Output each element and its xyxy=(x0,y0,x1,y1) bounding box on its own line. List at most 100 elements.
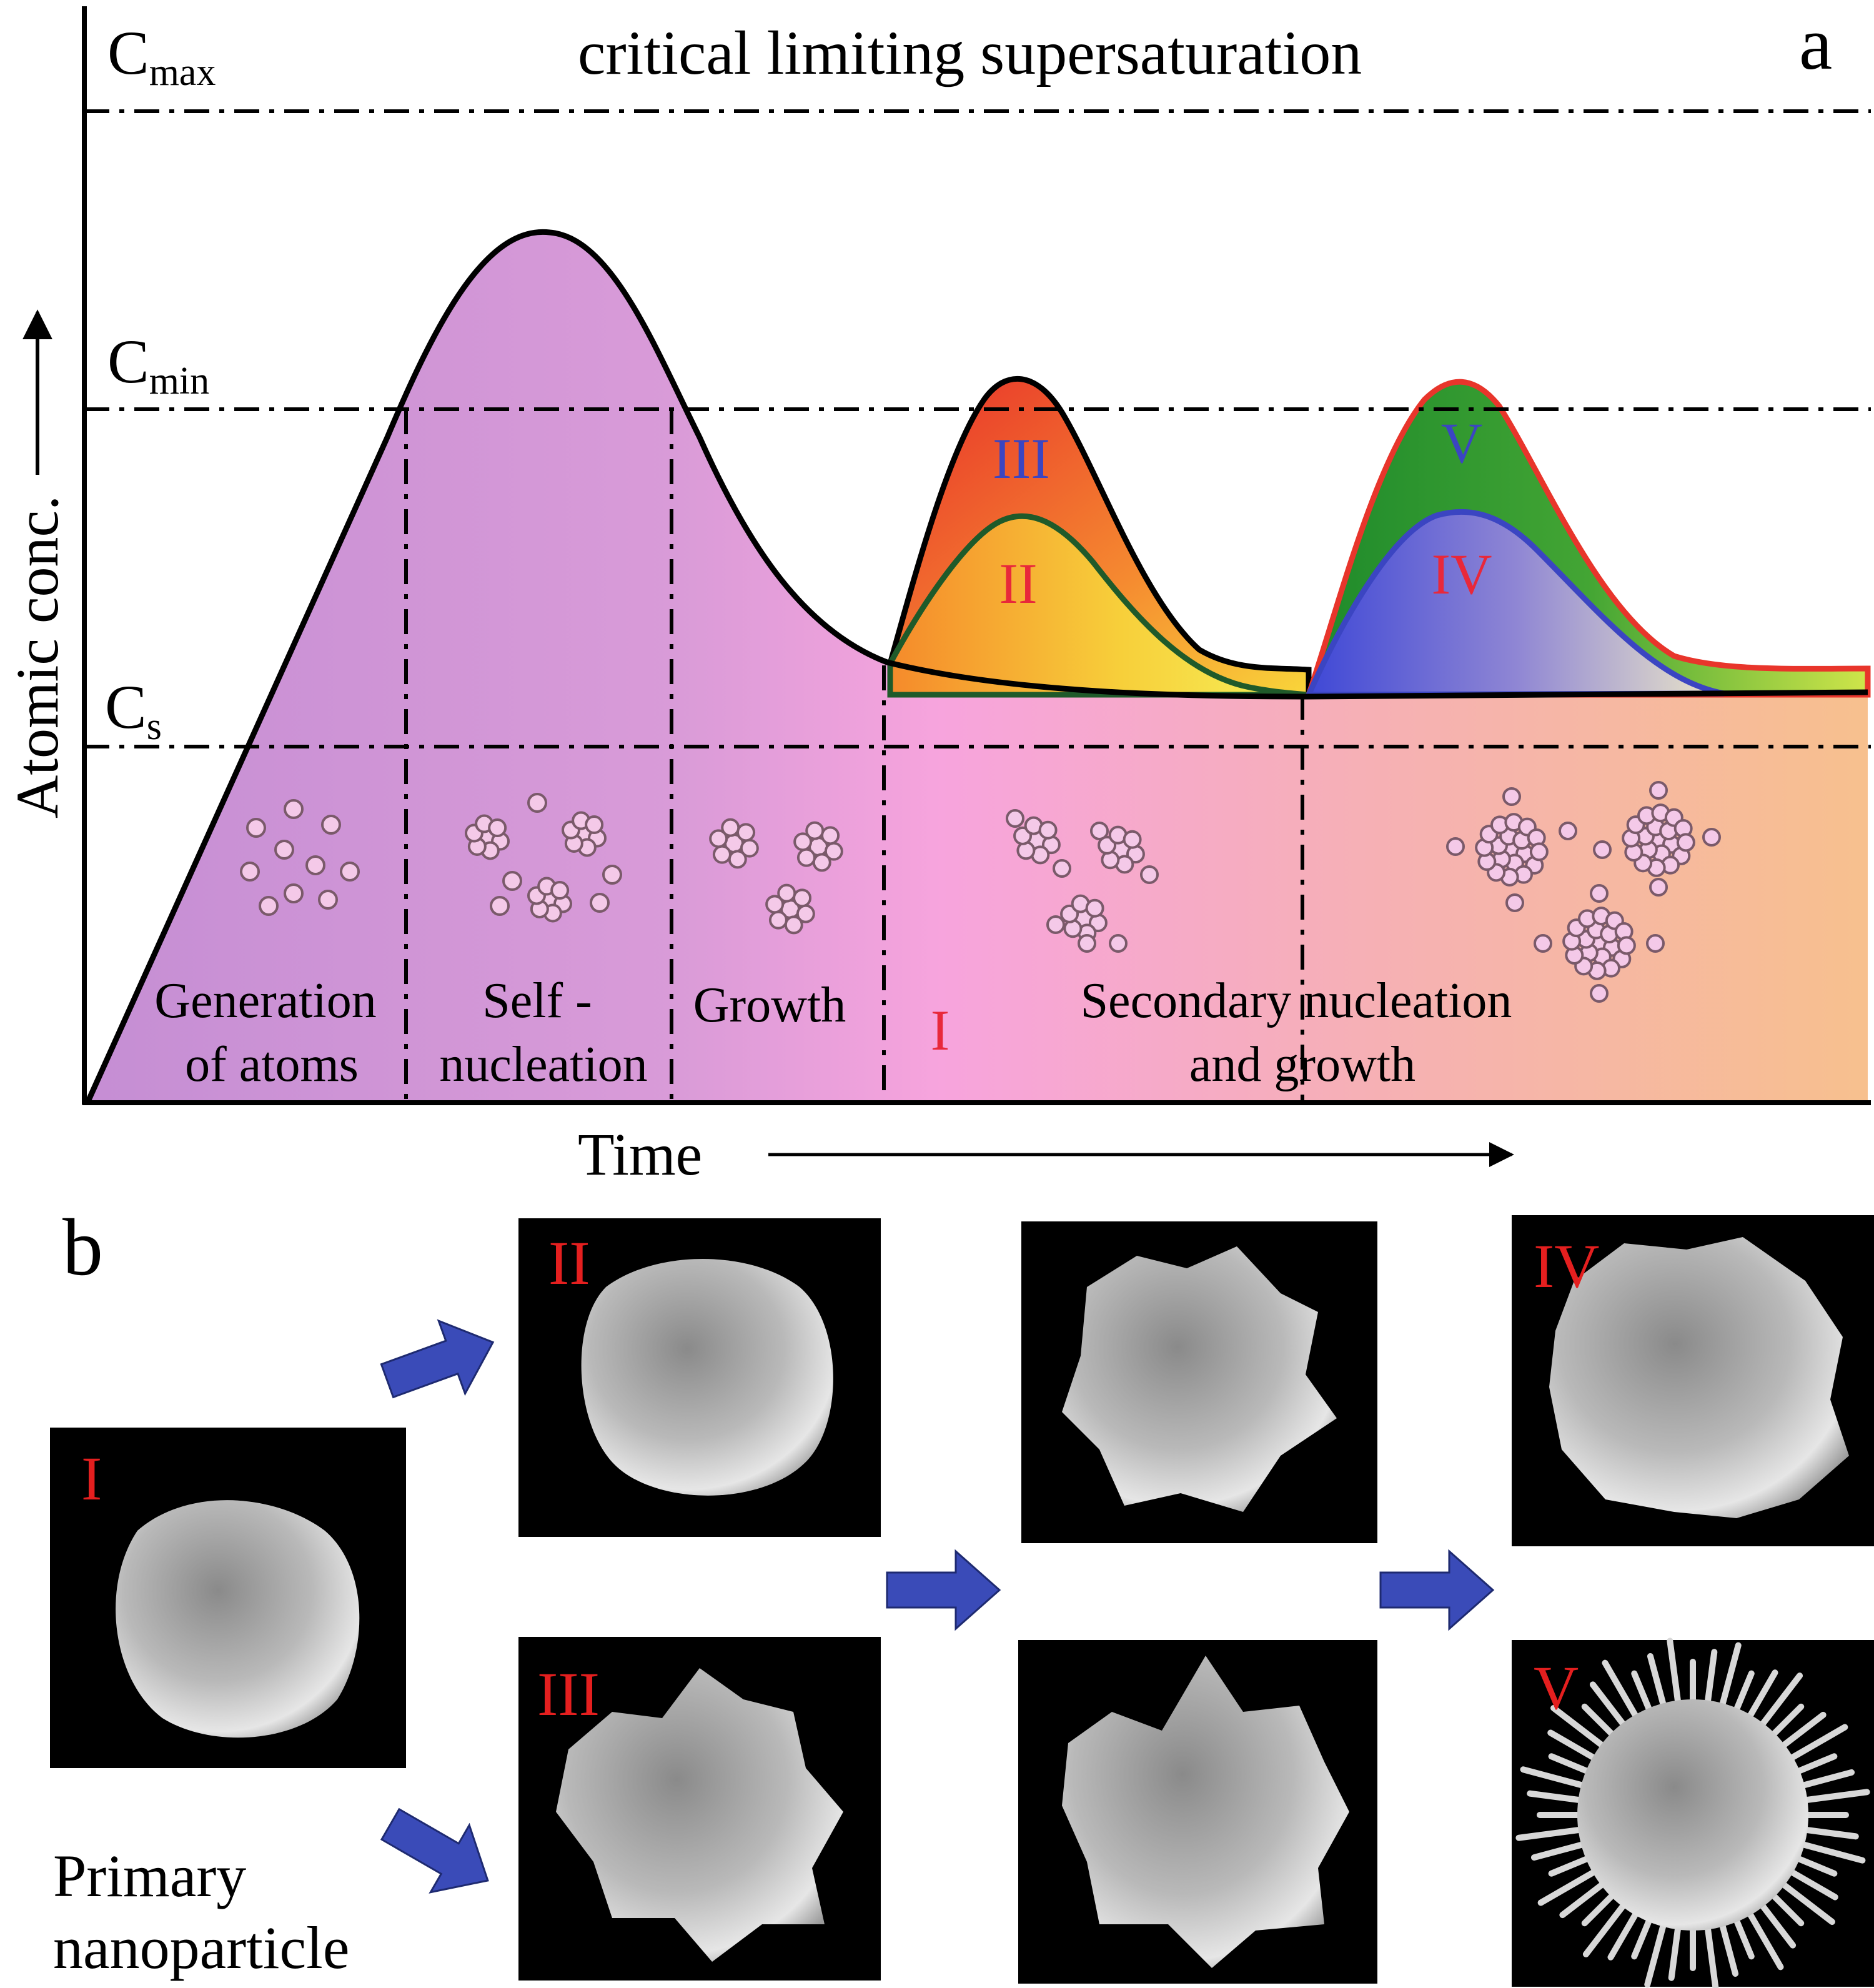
peak-IV-area xyxy=(1304,509,1725,698)
atom xyxy=(1078,934,1096,953)
arrow-I-to-II xyxy=(380,1319,495,1399)
atom xyxy=(246,818,266,838)
atom xyxy=(585,815,604,835)
svg-text:III: III xyxy=(537,1659,600,1729)
atom xyxy=(709,829,728,848)
atom xyxy=(1676,833,1695,852)
main-concentration-curve xyxy=(84,229,1868,1104)
atom xyxy=(1446,837,1465,856)
concentration-area xyxy=(87,232,1868,1103)
transition-arrows xyxy=(380,1319,1495,1894)
curve-label-V: V xyxy=(1441,411,1482,475)
atom xyxy=(1109,934,1128,953)
svg-text:II: II xyxy=(548,1228,590,1298)
atom xyxy=(784,915,803,935)
primary-nanoparticle-caption: Primary nanoparticle xyxy=(53,1842,349,1981)
svg-text:IV: IV xyxy=(1534,1231,1600,1301)
atom xyxy=(1038,820,1058,840)
arrow-middle-2 xyxy=(1379,1549,1495,1631)
panel-b-label: b xyxy=(62,1203,103,1293)
svg-text:V: V xyxy=(1534,1653,1579,1722)
atom xyxy=(274,840,294,860)
atom xyxy=(1505,893,1524,912)
x-axis-label: Time xyxy=(578,1121,702,1188)
cmax-description: critical limiting supersaturation xyxy=(578,18,1362,87)
atom xyxy=(1502,787,1521,806)
atom xyxy=(777,883,796,903)
atom xyxy=(284,883,304,903)
sem-tile-II: II xyxy=(518,1218,881,1537)
sem-tile-IV: IV xyxy=(1512,1215,1874,1546)
atom xyxy=(1085,898,1104,918)
atom xyxy=(502,871,522,891)
atom xyxy=(602,865,622,885)
curve-label-III: III xyxy=(993,427,1050,490)
atom xyxy=(305,855,325,875)
sem-tile-III-intermediate xyxy=(1018,1640,1377,1984)
atom xyxy=(490,896,510,916)
atom xyxy=(712,845,731,864)
atom xyxy=(1649,878,1668,897)
panel-a: Cmax critical limiting supersaturation C… xyxy=(4,2,1871,1188)
atom xyxy=(488,818,507,838)
cs-label: Cs xyxy=(105,672,162,748)
stage-label-self-nucleation: Self - nucleation xyxy=(439,973,647,1092)
atom xyxy=(340,862,360,882)
arrow-middle-1 xyxy=(886,1549,1001,1631)
atom xyxy=(1529,842,1549,862)
atom xyxy=(590,893,610,913)
atom xyxy=(1006,809,1024,828)
panel-b: b I II IV III xyxy=(50,1203,1874,1988)
atom xyxy=(240,862,260,882)
atom xyxy=(1140,865,1159,884)
peak-II-area xyxy=(887,513,1309,698)
stage-label-secondary: Secondary nucleation and growth xyxy=(1081,973,1525,1092)
atom xyxy=(321,815,341,835)
cmin-label: Cmin xyxy=(107,327,209,402)
atom xyxy=(765,895,785,914)
atom xyxy=(1590,884,1609,903)
atom xyxy=(1046,915,1065,934)
atom xyxy=(527,793,547,813)
atom xyxy=(318,890,338,910)
y-axis-label: Atomic conc. xyxy=(4,495,71,818)
atom xyxy=(728,850,747,869)
stage-label-generation: Generation of atoms xyxy=(154,973,389,1092)
atom xyxy=(796,848,816,867)
curve-label-II: II xyxy=(999,552,1037,615)
svg-text:I: I xyxy=(81,1444,102,1513)
atom xyxy=(1702,828,1721,847)
atom xyxy=(721,818,740,837)
atom xyxy=(1593,840,1612,859)
sem-tile-V: V xyxy=(1512,1638,1874,1988)
arrow-I-to-III xyxy=(380,1807,489,1894)
atom xyxy=(1123,830,1142,849)
atom xyxy=(1534,934,1552,953)
cmax-label: Cmax xyxy=(107,18,216,94)
atom xyxy=(821,826,840,845)
atom xyxy=(1646,934,1665,953)
atom xyxy=(1090,822,1109,840)
sem-tile-I: I xyxy=(50,1428,406,1768)
atom xyxy=(736,823,756,842)
atom xyxy=(284,799,304,819)
atom xyxy=(550,881,570,900)
curve-label-I: I xyxy=(931,998,950,1062)
atom xyxy=(1649,781,1668,800)
panel-a-label: a xyxy=(1799,2,1832,85)
curve-label-IV: IV xyxy=(1431,542,1492,606)
atom xyxy=(1053,859,1071,878)
stage-label-growth: Growth xyxy=(693,978,846,1033)
sem-tile-II-intermediate xyxy=(1021,1221,1377,1543)
atom xyxy=(805,821,825,840)
atom xyxy=(793,832,813,852)
atom xyxy=(1590,984,1609,1003)
atom xyxy=(768,910,788,930)
atom xyxy=(793,888,812,908)
atom xyxy=(259,896,279,916)
sem-tile-III: III xyxy=(518,1637,881,1981)
atom xyxy=(1559,822,1577,840)
atom xyxy=(1617,936,1636,955)
atom xyxy=(812,853,831,872)
